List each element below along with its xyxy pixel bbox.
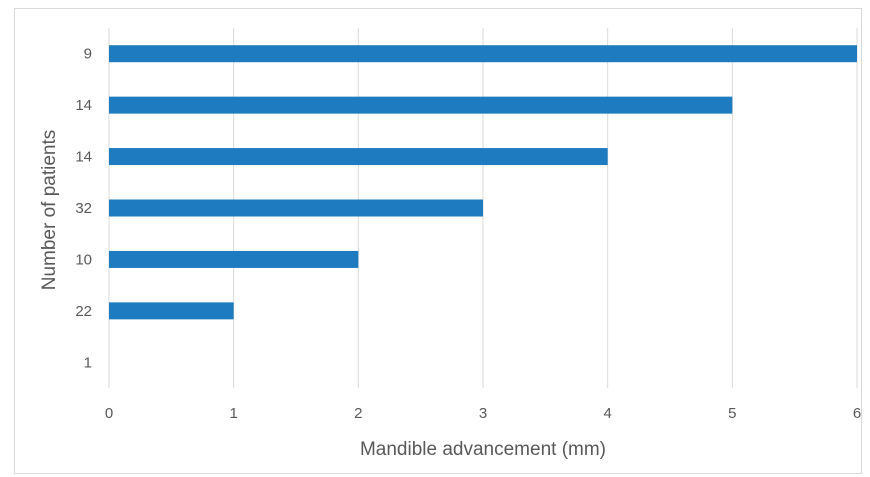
x-tick-label: 4: [603, 405, 611, 422]
gridlines: [108, 28, 858, 388]
y-tick-label: 14: [75, 149, 92, 166]
x-tick-label: 6: [853, 405, 861, 422]
y-tick-label: 22: [75, 303, 92, 320]
x-tick-label: 0: [105, 405, 113, 422]
x-tick-label: 3: [479, 405, 487, 422]
x-tick-label: 1: [229, 405, 237, 422]
y-tick-label: 1: [84, 354, 92, 371]
x-axis-title: Mandible advancement (mm): [360, 439, 606, 460]
bar: [109, 148, 608, 166]
bar: [109, 250, 359, 268]
bar: [109, 45, 857, 63]
y-tick-label: 14: [75, 97, 92, 114]
y-tick-labels: 1 22 10 32 14 14 9: [75, 46, 92, 372]
x-tick-labels: 0 1 2 3 4 5 6: [105, 405, 861, 422]
y-axis-title: Number of patients: [39, 130, 60, 291]
x-tick-label: 2: [354, 405, 362, 422]
chart-frame: [14, 8, 862, 474]
y-tick-label: 9: [84, 46, 92, 63]
y-tick-label: 10: [75, 251, 92, 268]
bars: [109, 45, 857, 320]
x-tick-label: 5: [728, 405, 736, 422]
bar: [109, 96, 733, 114]
bar: [109, 302, 234, 320]
bar: [109, 199, 483, 217]
y-tick-label: 32: [75, 200, 92, 217]
